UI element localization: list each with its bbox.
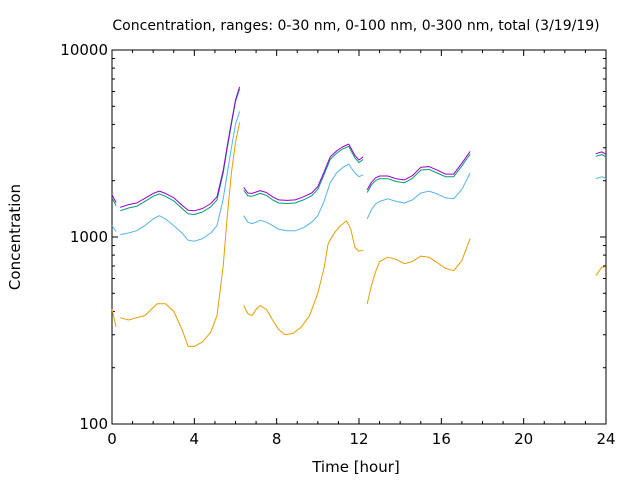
x-tick-label: 20 <box>514 430 533 448</box>
series-2-line <box>366 172 471 220</box>
x-tick-label: 4 <box>190 430 200 448</box>
series-2-line <box>111 225 117 232</box>
y-tick-label: 10000 <box>60 41 108 59</box>
series-4-line <box>111 194 117 203</box>
series-3-line <box>595 154 607 158</box>
series-4-line <box>243 143 364 201</box>
x-axis-label: Time [hour] <box>311 458 400 476</box>
y-axis-label: Concentration <box>6 184 24 290</box>
x-tick-label: 24 <box>596 430 615 448</box>
series-3-line <box>111 197 117 206</box>
series-3-line <box>120 88 241 215</box>
series-2-line <box>120 111 241 242</box>
x-tick-label: 0 <box>107 430 117 448</box>
series-2-line <box>243 163 364 232</box>
series-2-line <box>595 176 607 180</box>
axis-ticks: 0 4 8 12 16 20 24 100 1000 10000 <box>60 41 615 448</box>
series-lines <box>111 86 607 347</box>
series-1-line <box>366 238 471 304</box>
series-4-line <box>595 151 607 155</box>
x-tick-label: 16 <box>432 430 451 448</box>
x-tick-label: 8 <box>272 430 282 448</box>
plot-area-frame <box>111 49 607 425</box>
series-1-line <box>243 220 364 336</box>
series-1-line <box>111 309 117 328</box>
series-4-line <box>366 151 471 190</box>
series-1-line <box>595 266 606 277</box>
series-3-line <box>243 145 364 204</box>
x-tick-label: 12 <box>349 430 368 448</box>
series-4-line <box>120 86 241 212</box>
series-1-line <box>120 122 241 347</box>
y-tick-label: 100 <box>79 415 108 433</box>
y-tick-label: 1000 <box>70 228 108 246</box>
chart-title: Concentration, ranges: 0-30 nm, 0-100 nm… <box>112 18 599 34</box>
series-3-line <box>366 153 471 193</box>
